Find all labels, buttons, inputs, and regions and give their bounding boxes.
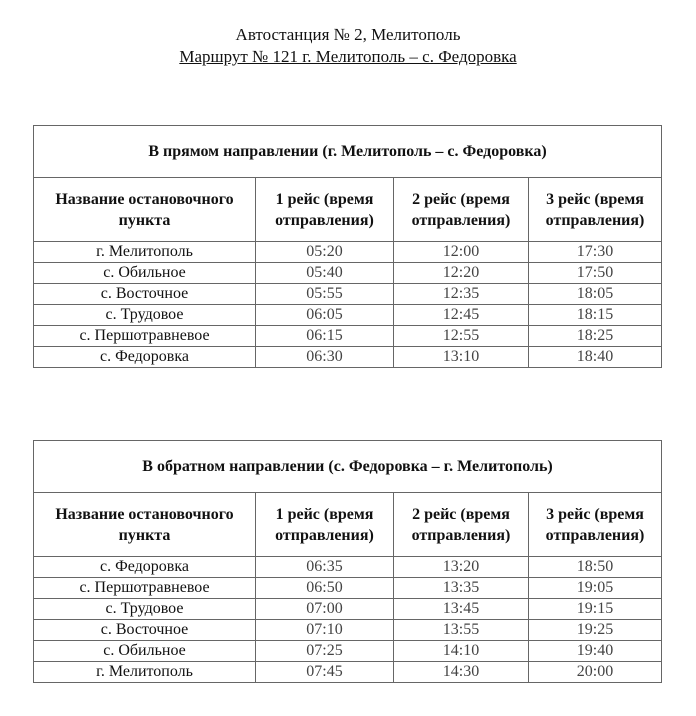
stop-name: с. Першотравневое (33, 325, 256, 347)
table-row: с. Трудовое 07:00 13:45 19:15 (33, 598, 663, 620)
departure-time: 19:25 (527, 619, 663, 641)
departure-time: 19:05 (527, 577, 663, 599)
departure-time: 14:30 (393, 661, 529, 683)
departure-time: 18:40 (527, 346, 663, 368)
column-header: 3 рейс (время отправления) (527, 177, 663, 242)
column-header: Название остановочного пункта (33, 177, 256, 242)
stop-name: с. Федоровка (33, 556, 256, 578)
table-row: с. Федоровка 06:35 13:20 18:50 (33, 556, 663, 578)
stop-name: с. Трудовое (33, 598, 256, 620)
departure-time: 12:35 (393, 283, 529, 305)
stop-name: г. Мелитополь (33, 241, 256, 263)
departure-time: 07:25 (255, 640, 394, 662)
departure-time: 20:00 (527, 661, 663, 683)
departure-time: 13:35 (393, 577, 529, 599)
departure-time: 12:55 (393, 325, 529, 347)
column-header: 1 рейс (время отправления) (255, 177, 394, 242)
table-row: с. Федоровка 06:30 13:10 18:40 (33, 346, 663, 368)
stop-name: с. Трудовое (33, 304, 256, 326)
departure-time: 06:35 (255, 556, 394, 578)
departure-time: 12:45 (393, 304, 529, 326)
departure-time: 13:20 (393, 556, 529, 578)
departure-time: 05:40 (255, 262, 394, 284)
departure-time: 18:05 (527, 283, 663, 305)
stop-name: с. Обильное (33, 262, 256, 284)
stop-name: с. Федоровка (33, 346, 256, 368)
departure-time: 12:00 (393, 241, 529, 263)
column-header: 2 рейс (время отправления) (393, 177, 529, 242)
departure-time: 18:50 (527, 556, 663, 578)
departure-time: 07:45 (255, 661, 394, 683)
table-row: г. Мелитополь 05:20 12:00 17:30 (33, 241, 663, 263)
departure-time: 05:20 (255, 241, 394, 263)
table-caption: В обратном направлении (с. Федоровка – г… (32, 440, 663, 493)
forward-schedule-table: В прямом направлении (г. Мелитополь – с.… (32, 125, 663, 368)
departure-time: 06:15 (255, 325, 394, 347)
departure-time: 12:20 (393, 262, 529, 284)
departure-time: 17:50 (527, 262, 663, 284)
table-row: с. Обильное 05:40 12:20 17:50 (33, 262, 663, 284)
column-header: 1 рейс (время отправления) (255, 492, 394, 557)
table-caption: В прямом направлении (г. Мелитополь – с.… (32, 125, 663, 178)
table-row: с. Восточное 05:55 12:35 18:05 (33, 283, 663, 305)
departure-time: 18:25 (527, 325, 663, 347)
departure-time: 13:55 (393, 619, 529, 641)
table-row: г. Мелитополь 07:45 14:30 20:00 (33, 661, 663, 683)
table-row: с. Трудовое 06:05 12:45 18:15 (33, 304, 663, 326)
departure-time: 06:05 (255, 304, 394, 326)
table-row: с. Першотравневое 06:50 13:35 19:05 (33, 577, 663, 599)
column-header: 3 рейс (время отправления) (527, 492, 663, 557)
station-title: Автостанция № 2, Мелитополь (235, 25, 461, 44)
stop-name: с. Першотравневое (33, 577, 256, 599)
departure-time: 06:30 (255, 346, 394, 368)
departure-time: 18:15 (527, 304, 663, 326)
table-row: с. Восточное 07:10 13:55 19:25 (33, 619, 663, 641)
departure-time: 07:00 (255, 598, 394, 620)
departure-time: 13:10 (393, 346, 529, 368)
stop-name: с. Обильное (33, 640, 256, 662)
departure-time: 19:40 (527, 640, 663, 662)
departure-time: 17:30 (527, 241, 663, 263)
departure-time: 13:45 (393, 598, 529, 620)
table-row: с. Обильное 07:25 14:10 19:40 (33, 640, 663, 662)
column-header: 2 рейс (время отправления) (393, 492, 529, 557)
stop-name: с. Восточное (33, 619, 256, 641)
departure-time: 14:10 (393, 640, 529, 662)
column-header: Название остановочного пункта (33, 492, 256, 557)
stop-name: г. Мелитополь (33, 661, 256, 683)
departure-time: 05:55 (255, 283, 394, 305)
departure-time: 07:10 (255, 619, 394, 641)
route-title: Маршрут № 121 г. Мелитополь – с. Федоров… (179, 47, 517, 66)
departure-time: 19:15 (527, 598, 663, 620)
stop-name: с. Восточное (33, 283, 256, 305)
departure-time: 06:50 (255, 577, 394, 599)
backward-schedule-table: В обратном направлении (с. Федоровка – г… (32, 440, 663, 683)
table-row: с. Першотравневое 06:15 12:55 18:25 (33, 325, 663, 347)
